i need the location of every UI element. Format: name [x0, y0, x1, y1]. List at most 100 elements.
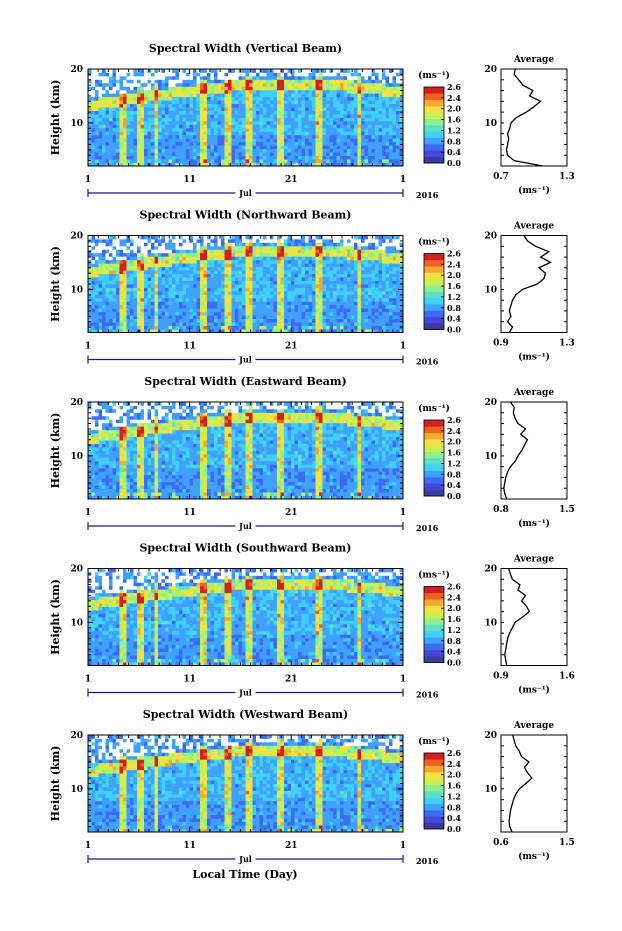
- heatmap-cell: [200, 287, 204, 292]
- colorbar-tick-label: 1.6: [447, 115, 461, 125]
- heatmap-cell: [315, 284, 320, 288]
- heatmap-cell: [186, 124, 190, 129]
- heatmap-cell: [126, 266, 131, 271]
- heatmap-cell: [91, 329, 96, 333]
- heatmap-cell: [217, 308, 222, 313]
- heatmap-cell: [382, 114, 386, 118]
- heatmap-cell: [308, 107, 313, 111]
- heatmap-cell: [224, 159, 229, 163]
- heatmap-cell: [277, 322, 281, 326]
- heatmap-cell: [273, 131, 278, 136]
- heatmap-cell: [140, 141, 145, 146]
- heatmap-cell: [333, 318, 337, 323]
- heatmap-cell: [144, 294, 148, 299]
- heatmap-cell: [291, 273, 295, 278]
- heatmap-cell: [375, 72, 379, 77]
- heatmap-cell: [98, 256, 103, 261]
- heatmap-cell: [235, 297, 239, 302]
- heatmap-cell: [123, 235, 127, 240]
- heatmap-cell: [368, 315, 372, 320]
- heatmap-cell: [305, 82, 309, 87]
- heatmap-cell: [140, 131, 145, 136]
- heatmap-cell: [273, 148, 278, 153]
- heatmap-cell: [95, 270, 99, 274]
- heatmap-cell: [151, 245, 155, 250]
- heatmap-cell: [182, 259, 187, 264]
- heatmap-cell: [147, 145, 152, 150]
- heatmap-cell: [175, 252, 180, 257]
- heatmap-cell: [203, 107, 208, 111]
- heatmap-cell: [116, 287, 120, 292]
- heatmap-cell: [294, 134, 299, 139]
- heatmap-cell: [284, 297, 288, 302]
- heatmap-cell: [193, 287, 197, 292]
- heatmap-cell: [203, 96, 208, 101]
- heatmap-cell: [396, 110, 400, 115]
- heatmap-cell: [112, 325, 117, 330]
- heatmap-cell: [98, 131, 103, 136]
- heatmap-cell: [235, 159, 239, 163]
- heatmap-cell: [210, 287, 215, 292]
- heatmap-cell: [333, 322, 337, 326]
- heatmap-cell: [364, 273, 369, 278]
- heatmap-cell: [130, 86, 134, 91]
- heatmap-cell: [172, 294, 176, 299]
- heatmap-cell: [277, 124, 281, 129]
- heatmap-cell: [245, 245, 250, 250]
- heatmap-cell: [144, 280, 148, 285]
- heatmap-cell: [312, 89, 316, 94]
- heatmap-cell: [326, 124, 330, 129]
- heatmap-cell: [242, 280, 246, 285]
- heatmap-cell: [189, 127, 194, 132]
- heatmap-cell: [105, 120, 110, 125]
- heatmap-cell: [95, 301, 99, 306]
- heatmap-cell: [238, 114, 243, 118]
- heatmap-cell: [242, 263, 246, 268]
- heatmap-cell: [98, 315, 103, 320]
- heatmap-cell: [179, 252, 183, 257]
- heatmap-cell: [256, 127, 260, 132]
- heatmap-cell: [256, 124, 260, 129]
- heatmap-cell: [189, 284, 194, 288]
- heatmap-cell: [249, 315, 253, 320]
- heatmap-cell: [294, 311, 299, 316]
- heatmap-cell: [287, 277, 292, 281]
- heatmap-cell: [88, 315, 92, 320]
- heatmap-cell: [182, 287, 187, 292]
- heatmap-cell: [354, 107, 358, 111]
- heatmap-cell: [196, 100, 201, 105]
- heatmap-cell: [165, 134, 169, 139]
- heatmap-cell: [266, 284, 271, 288]
- heatmap-cell: [165, 114, 169, 118]
- heatmap-cell: [130, 245, 134, 250]
- heatmap-cell: [319, 138, 323, 143]
- heatmap-cell: [364, 75, 369, 80]
- heatmap-cell: [301, 114, 306, 118]
- heatmap-cell: [179, 304, 183, 309]
- heatmap-cell: [172, 69, 176, 73]
- heatmap-cell: [179, 290, 183, 295]
- heatmap-cell: [217, 162, 222, 167]
- heatmap-cell: [277, 308, 281, 313]
- heatmap-cell: [207, 82, 211, 87]
- heatmap-cell: [252, 273, 257, 278]
- heatmap-cell: [165, 124, 169, 129]
- heatmap-cell: [130, 252, 134, 257]
- heatmap-cell: [179, 322, 183, 326]
- heatmap-cell: [140, 138, 145, 143]
- heatmap-cell: [319, 242, 323, 247]
- heatmap-cell: [280, 311, 285, 316]
- heatmap-cell: [172, 152, 176, 156]
- heatmap-cell: [168, 134, 173, 139]
- heatmap-cell: [389, 86, 393, 91]
- heatmap-cell: [154, 245, 159, 250]
- heatmap-cell: [109, 107, 113, 111]
- heatmap-cell: [214, 249, 218, 254]
- heatmap-cell: [189, 79, 194, 84]
- heatmap-cell: [140, 266, 145, 271]
- heatmap-cell: [98, 69, 103, 73]
- heatmap-cell: [371, 69, 376, 73]
- heatmap-cell: [340, 270, 344, 274]
- heatmap-cell: [112, 138, 117, 143]
- heatmap-cell: [235, 287, 239, 292]
